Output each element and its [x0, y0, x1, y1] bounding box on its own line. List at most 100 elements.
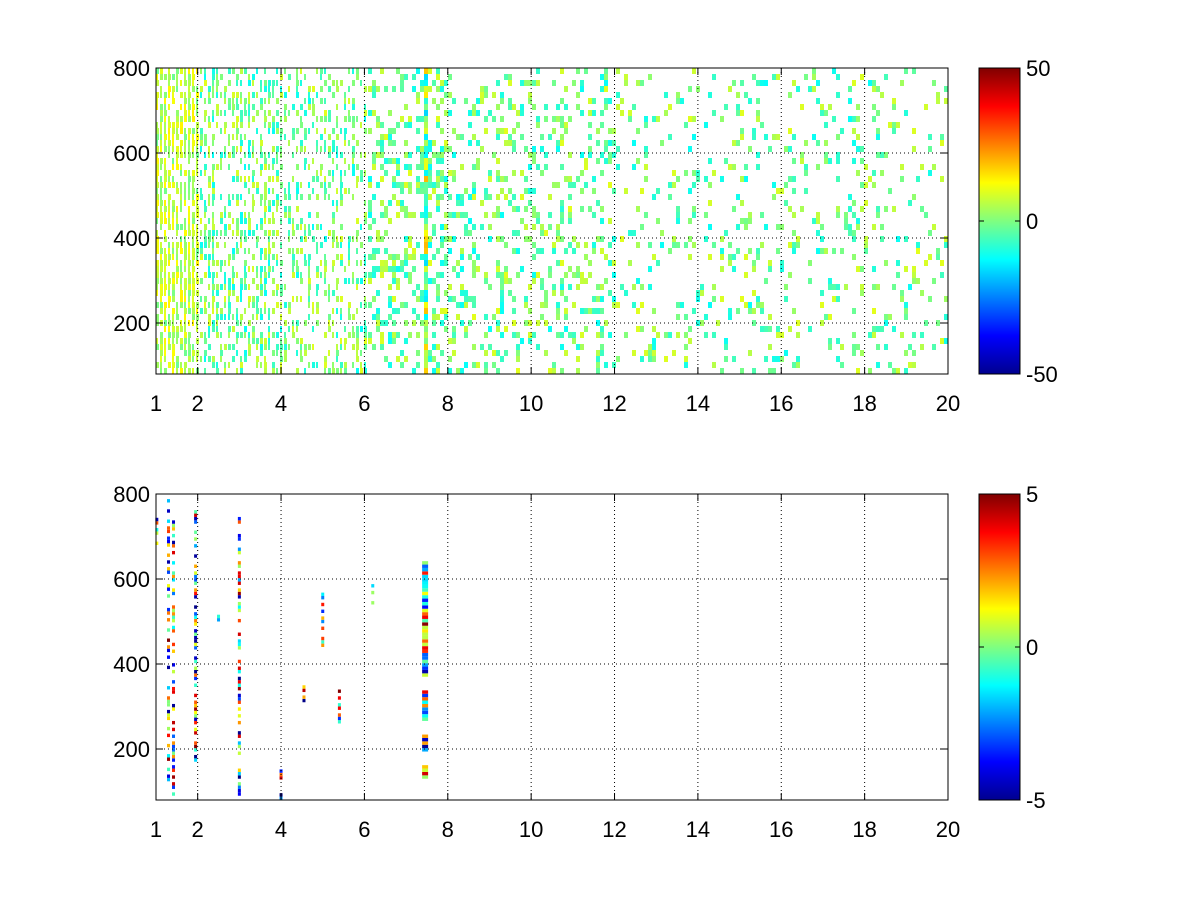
heatmap-cell: [279, 776, 283, 780]
heatmap-cell: [300, 224, 302, 230]
heatmap-cell: [524, 236, 528, 242]
heatmap-cell: [796, 332, 800, 338]
heatmap-cell: [216, 302, 219, 308]
heatmap-cell: [552, 284, 556, 290]
heatmap-cell: [172, 751, 176, 755]
heatmap-cell: [904, 314, 908, 320]
heatmap-cell: [636, 326, 640, 332]
heatmap-cell: [172, 578, 176, 582]
heatmap-cell: [252, 314, 254, 320]
heatmap-cell: [408, 188, 412, 194]
heatmap-cell: [652, 308, 656, 314]
heatmap-cell: [172, 703, 176, 708]
heatmap-cell: [456, 302, 460, 308]
heatmap-cell: [194, 588, 198, 592]
heatmap-cell: [752, 266, 756, 272]
heatmap-cell: [194, 571, 198, 575]
heatmap-cell: [416, 332, 420, 338]
heatmap-cell: [224, 242, 226, 248]
heatmap-cell: [192, 176, 195, 182]
heatmap-cell: [200, 308, 203, 314]
heatmap-cell: [240, 68, 243, 74]
heatmap-cell: [772, 356, 776, 362]
heatmap-cell: [180, 326, 183, 332]
heatmap-cell: [940, 176, 944, 182]
heatmap-cell: [200, 254, 203, 260]
heatmap-cell: [422, 693, 429, 698]
heatmap-cell: [204, 164, 207, 170]
heatmap-cell: [564, 248, 568, 254]
heatmap-cell: [664, 332, 668, 338]
heatmap-cell: [444, 80, 448, 86]
heatmap-cell: [432, 278, 436, 284]
heatmap-cell: [168, 314, 170, 320]
heatmap-cell: [936, 254, 940, 260]
heatmap-cell: [720, 254, 724, 260]
heatmap-cell: [904, 236, 908, 242]
heatmap-cell: [440, 236, 444, 242]
heatmap-cell: [780, 188, 784, 194]
heatmap-cell: [228, 290, 231, 296]
heatmap-cell: [164, 74, 167, 80]
heatmap-cell: [167, 607, 171, 612]
heatmap-cell: [644, 350, 648, 356]
heatmap-cell: [464, 212, 468, 218]
heatmap-cell: [260, 80, 262, 86]
heatmap-cell: [740, 200, 744, 206]
heatmap-cell: [576, 272, 580, 278]
heatmap-cell: [164, 98, 166, 104]
heatmap-cell: [332, 332, 334, 338]
heatmap-cell: [168, 296, 171, 302]
heatmap-cell: [180, 206, 182, 212]
heatmap-cell: [172, 748, 176, 752]
heatmap-cell: [268, 152, 270, 158]
heatmap-cell: [668, 194, 672, 200]
heatmap-cell: [544, 302, 548, 308]
heatmap-cell: [356, 218, 359, 224]
heatmap-cell: [824, 152, 828, 158]
heatmap-cell: [828, 344, 832, 350]
heatmap-cell: [284, 194, 287, 200]
heatmap-cell: [400, 350, 404, 356]
heatmap-cell: [480, 200, 484, 206]
heatmap-cell: [768, 146, 772, 152]
heatmap-cell: [237, 741, 241, 745]
heatmap-cell: [240, 158, 242, 164]
heatmap-cell: [380, 236, 384, 242]
heatmap-cell: [472, 272, 476, 278]
heatmap-cell: [464, 362, 468, 368]
heatmap-cell: [436, 248, 440, 254]
heatmap-cell: [172, 642, 176, 647]
heatmap-cell: [608, 242, 612, 248]
heatmap-cell: [276, 332, 279, 338]
heatmap-cell: [476, 164, 480, 170]
heatmap-cell: [396, 170, 400, 176]
heatmap-cell: [608, 332, 612, 338]
heatmap-cell: [904, 368, 908, 374]
heatmap-cell: [300, 218, 303, 224]
heatmap-cell: [336, 254, 339, 260]
heatmap-cell: [252, 338, 255, 344]
heatmap-cell: [344, 368, 347, 374]
heatmap-cell: [596, 368, 600, 374]
heatmap-cell: [216, 272, 218, 278]
heatmap-cell: [928, 230, 932, 236]
heatmap-cell: [244, 278, 246, 284]
heatmap-cell: [200, 188, 202, 194]
heatmap-cell: [624, 332, 628, 338]
heatmap-cell: [768, 260, 772, 266]
heatmap-cell: [324, 146, 326, 152]
heatmap-cell: [776, 356, 780, 362]
heatmap-cell: [196, 308, 198, 314]
heatmap-cell: [328, 110, 331, 116]
heatmap-cell: [336, 236, 338, 242]
heatmap-cell: [432, 332, 436, 338]
heatmap-cell: [380, 260, 384, 266]
heatmap-cell: [176, 206, 178, 212]
heatmap-cell: [404, 164, 408, 170]
heatmap-cell: [392, 272, 396, 278]
heatmap-cell: [380, 344, 384, 350]
heatmap-cell: [356, 308, 358, 314]
heatmap-cell: [860, 266, 864, 272]
heatmap-cell: [260, 86, 262, 92]
